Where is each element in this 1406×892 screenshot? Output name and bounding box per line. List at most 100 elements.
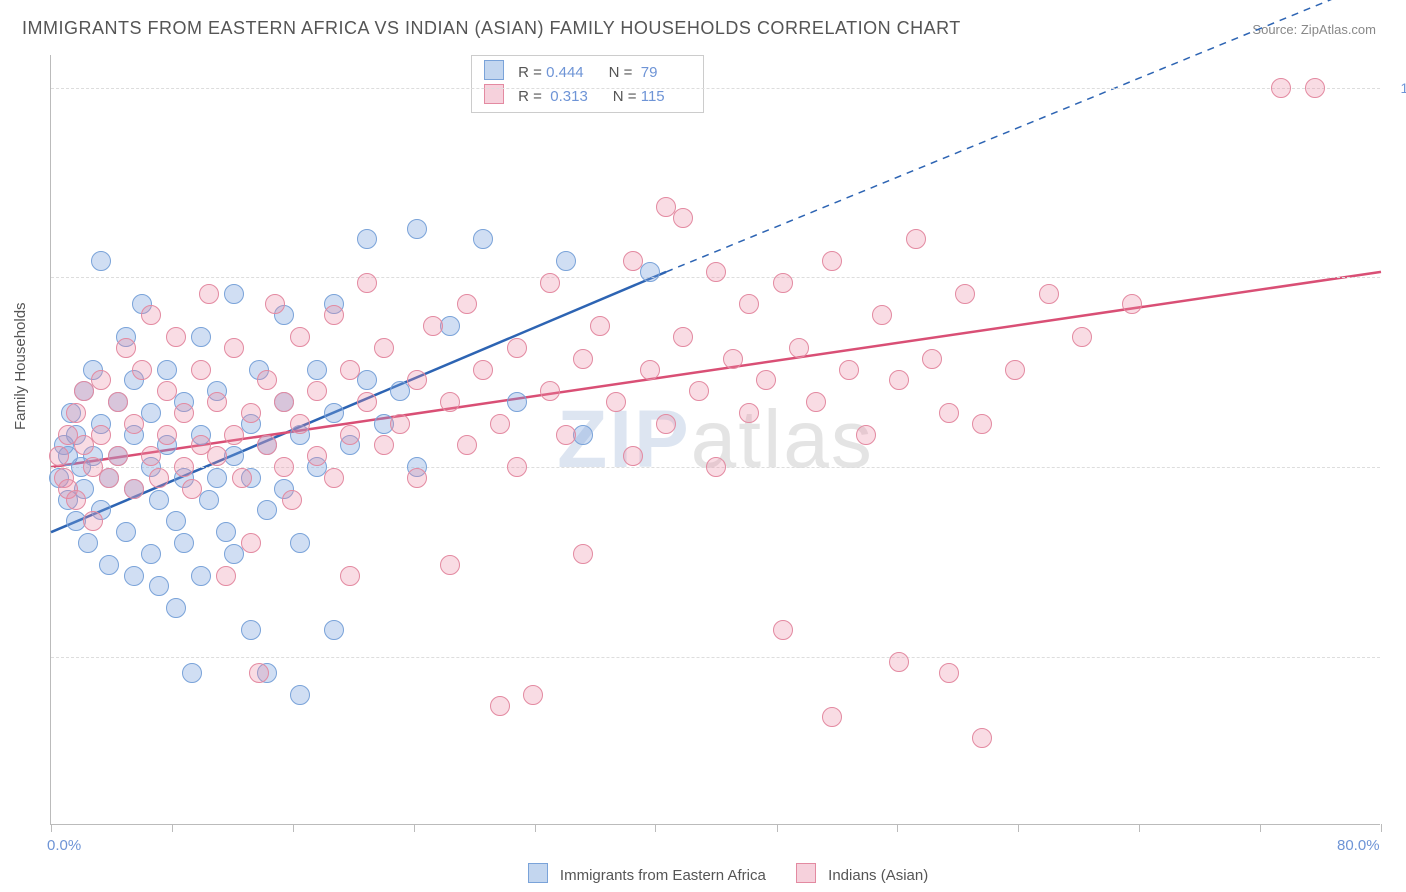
scatter-point (91, 425, 111, 445)
scatter-point (623, 251, 643, 271)
y-tick-label: 82.5% (1388, 269, 1406, 285)
gridline-h (51, 88, 1380, 89)
scatter-point (872, 305, 892, 325)
scatter-point (257, 500, 277, 520)
scatter-point (241, 533, 261, 553)
scatter-point (490, 696, 510, 716)
scatter-point (78, 533, 98, 553)
scatter-point (340, 360, 360, 380)
scatter-point (673, 208, 693, 228)
x-tick-mark (1018, 824, 1019, 832)
scatter-point (290, 533, 310, 553)
scatter-point (141, 446, 161, 466)
scatter-point (282, 490, 302, 510)
scatter-point (91, 251, 111, 271)
scatter-point (182, 479, 202, 499)
scatter-point (174, 533, 194, 553)
scatter-plot-area: ZIPatlas R = 0.444 N = 79 R = 0.313 N = … (50, 55, 1380, 825)
source-link[interactable]: ZipAtlas.com (1301, 22, 1376, 37)
x-tick-mark (777, 824, 778, 832)
scatter-point (108, 446, 128, 466)
scatter-point (357, 229, 377, 249)
scatter-point (324, 305, 344, 325)
scatter-point (108, 392, 128, 412)
scatter-point (91, 370, 111, 390)
scatter-point (1122, 294, 1142, 314)
legend-label-a: Immigrants from Eastern Africa (560, 867, 766, 884)
scatter-point (241, 620, 261, 640)
scatter-point (955, 284, 975, 304)
scatter-point (856, 425, 876, 445)
scatter-point (640, 360, 660, 380)
scatter-point (540, 381, 560, 401)
y-tick-label: 100.0% (1388, 80, 1406, 96)
scatter-point (773, 620, 793, 640)
scatter-point (166, 598, 186, 618)
x-tick-mark (51, 824, 52, 832)
x-tick-mark (1139, 824, 1140, 832)
scatter-point (324, 403, 344, 423)
scatter-point (290, 414, 310, 434)
scatter-point (116, 522, 136, 542)
scatter-point (124, 566, 144, 586)
scatter-point (141, 403, 161, 423)
x-tick-label: 80.0% (1337, 837, 1380, 854)
scatter-point (191, 566, 211, 586)
scatter-point (939, 663, 959, 683)
scatter-point (149, 576, 169, 596)
scatter-point (789, 338, 809, 358)
scatter-point (224, 284, 244, 304)
chart-title: IMMIGRANTS FROM EASTERN AFRICA VS INDIAN… (22, 18, 961, 39)
scatter-point (174, 457, 194, 477)
scatter-point (265, 294, 285, 314)
scatter-point (490, 414, 510, 434)
scatter-point (507, 457, 527, 477)
scatter-point (374, 338, 394, 358)
scatter-point (207, 468, 227, 488)
scatter-point (157, 425, 177, 445)
scatter-point (99, 468, 119, 488)
scatter-point (972, 728, 992, 748)
scatter-point (157, 381, 177, 401)
scatter-point (822, 251, 842, 271)
scatter-point (523, 685, 543, 705)
scatter-point (1039, 284, 1059, 304)
scatter-point (640, 262, 660, 282)
scatter-point (1271, 78, 1291, 98)
scatter-point (1305, 78, 1325, 98)
scatter-point (66, 403, 86, 423)
scatter-point (257, 370, 277, 390)
scatter-point (1072, 327, 1092, 347)
scatter-point (191, 360, 211, 380)
scatter-point (191, 327, 211, 347)
scatter-point (723, 349, 743, 369)
scatter-point (556, 251, 576, 271)
scatter-point (507, 392, 527, 412)
scatter-point (132, 360, 152, 380)
scatter-point (182, 663, 202, 683)
scatter-point (241, 403, 261, 423)
x-tick-mark (293, 824, 294, 832)
scatter-point (440, 392, 460, 412)
scatter-point (224, 338, 244, 358)
scatter-point (307, 446, 327, 466)
scatter-point (407, 468, 427, 488)
scatter-point (357, 370, 377, 390)
scatter-point (972, 414, 992, 434)
scatter-point (290, 685, 310, 705)
scatter-point (149, 490, 169, 510)
scatter-point (756, 370, 776, 390)
x-tick-label: 0.0% (47, 837, 81, 854)
legend-label-b: Indians (Asian) (828, 867, 928, 884)
scatter-point (290, 327, 310, 347)
scatter-point (706, 457, 726, 477)
scatter-point (216, 522, 236, 542)
scatter-point (457, 294, 477, 314)
gridline-h (51, 657, 1380, 658)
scatter-point (739, 294, 759, 314)
x-tick-mark (535, 824, 536, 832)
scatter-point (357, 392, 377, 412)
scatter-point (149, 468, 169, 488)
scatter-point (473, 229, 493, 249)
scatter-point (673, 327, 693, 347)
